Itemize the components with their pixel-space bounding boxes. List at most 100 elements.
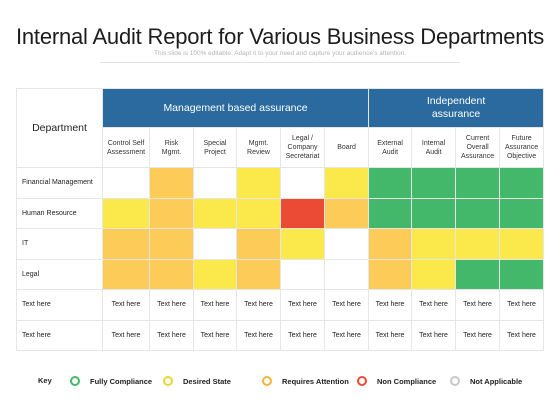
- column-header: Mgmt. Review: [236, 127, 281, 168]
- column-header-line: Future: [511, 135, 532, 142]
- row-label: Text here: [16, 319, 103, 351]
- status-cell-green: [368, 167, 413, 199]
- legend-label: Not Applicable: [470, 376, 523, 386]
- legend-label: Non Compliance: [377, 376, 437, 386]
- status-cell-green: [499, 197, 545, 229]
- status-cell-empty: [323, 228, 370, 260]
- status-cell-orange: [149, 258, 194, 290]
- column-header-line: External: [377, 139, 403, 147]
- text-cell: Text here: [411, 289, 457, 321]
- text-cell: Text here: [455, 319, 501, 351]
- column-header: Legal / Company Secretariat: [280, 127, 325, 168]
- status-cell-yellow: [455, 228, 501, 260]
- legend-label: Fully Compliance: [90, 376, 153, 386]
- column-header-line: Control Self: [107, 139, 145, 147]
- column-header: Internal Audit: [411, 127, 457, 168]
- column-header-line: Review: [247, 148, 270, 156]
- text-cell: Text here: [149, 319, 194, 351]
- status-cell-yellow: [280, 228, 325, 260]
- status-cell-orange: [323, 197, 370, 229]
- status-cell-yellow: [323, 167, 370, 199]
- text-cell: Text here: [280, 319, 325, 351]
- column-header-line: Overall: [466, 144, 489, 151]
- legend-item: Desired State: [163, 376, 231, 386]
- status-cell-yellow: [102, 197, 150, 229]
- column-header-line: Mgmt.: [248, 139, 269, 147]
- independent-assurance-header: Independent assurance: [368, 88, 545, 128]
- status-cell-yellow: [193, 197, 237, 229]
- text-cell: Text here: [149, 289, 194, 321]
- status-cell-green: [368, 197, 413, 229]
- page-subtitle: This slide is 100% editable. Adapt it to…: [153, 50, 406, 57]
- column-header-line: Assessment: [106, 148, 146, 156]
- column-header-line: Company: [287, 144, 318, 151]
- page-title: Internal Audit Report for Various Busine…: [15, 24, 545, 49]
- row-label: Human Resource: [16, 197, 103, 229]
- status-cell-empty: [280, 167, 325, 199]
- status-cell-orange: [149, 228, 194, 260]
- text-cell: Text here: [236, 289, 281, 321]
- status-cell-green: [455, 167, 501, 199]
- legend-item: Not Applicable: [450, 376, 522, 386]
- column-header-line: Risk: [164, 139, 179, 147]
- text-cell: Text here: [323, 289, 370, 321]
- column-header-line: Board: [337, 144, 356, 151]
- column-header: Future Assurance Objective: [499, 127, 545, 168]
- legend-item: Requires Attention: [262, 376, 349, 386]
- red-circle-icon: [357, 376, 367, 386]
- status-cell-empty: [280, 258, 325, 290]
- column-header-line: Secretariat: [285, 153, 320, 160]
- subtitle-divider: [100, 62, 460, 63]
- column-header-line: Current: [465, 135, 490, 142]
- status-cell-green: [499, 258, 545, 290]
- column-header-line: Objective: [506, 153, 537, 160]
- column-header-line: Legal /: [291, 135, 314, 142]
- text-cell: Text here: [193, 289, 237, 321]
- status-cell-yellow: [236, 197, 281, 229]
- status-cell-yellow: [193, 258, 237, 290]
- text-cell: Text here: [499, 319, 545, 351]
- status-cell-green: [499, 167, 545, 199]
- status-cell-green: [411, 167, 457, 199]
- status-cell-yellow: [411, 258, 457, 290]
- table-row: Human Resource: [16, 197, 545, 229]
- table-row: Text here Text here Text here Text here Text…: [16, 289, 545, 321]
- table-row: Financial Management: [16, 167, 545, 199]
- table-row: Text here Text here Text here Text here Text…: [16, 319, 545, 351]
- text-cell: Text here: [236, 319, 281, 351]
- status-cell-empty: [193, 228, 237, 260]
- green-circle-icon: [70, 376, 80, 386]
- status-cell-green: [455, 197, 501, 229]
- text-cell: Text here: [323, 319, 370, 351]
- status-cell-empty: [323, 258, 370, 290]
- row-label: Legal: [16, 258, 103, 290]
- column-header: Current Overall Assurance: [455, 127, 501, 168]
- key-label: Key: [38, 376, 52, 385]
- legend-item: Non Compliance: [357, 376, 436, 386]
- column-header-line: Audit: [425, 148, 442, 156]
- text-cell: Text here: [499, 289, 545, 321]
- column-header-line: Project: [204, 148, 226, 156]
- table-row: Legal: [16, 258, 545, 290]
- text-cell: Text here: [102, 319, 150, 351]
- text-cell: Text here: [102, 289, 150, 321]
- column-header: Control Self Assessment: [102, 127, 150, 168]
- column-header-line: Audit: [382, 148, 399, 156]
- status-cell-yellow: [411, 228, 457, 260]
- column-header: Board: [323, 127, 370, 168]
- column-header-line: Mgmt.: [161, 148, 182, 156]
- column-header: Special Project: [193, 127, 237, 168]
- status-cell-orange: [102, 258, 150, 290]
- orange-circle-icon: [262, 376, 272, 386]
- text-cell: Text here: [368, 319, 413, 351]
- column-header: External Audit: [368, 127, 413, 168]
- status-cell-red: [280, 197, 325, 229]
- column-header-line: Assurance: [505, 144, 539, 151]
- status-cell-orange: [149, 197, 194, 229]
- row-label: Text here: [16, 289, 103, 321]
- text-cell: Text here: [280, 289, 325, 321]
- management-assurance-header: Management based assurance: [101, 88, 370, 128]
- audit-table: Department Management based assurance In…: [16, 88, 545, 351]
- row-label: IT: [16, 228, 103, 260]
- text-cell: Text here: [455, 289, 501, 321]
